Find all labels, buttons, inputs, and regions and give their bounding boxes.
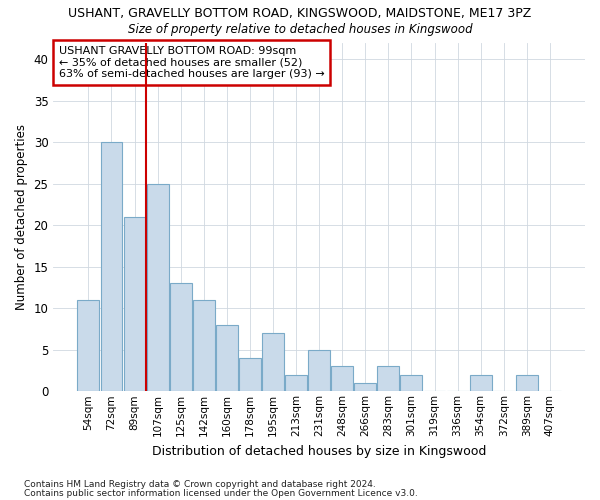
- Text: USHANT GRAVELLY BOTTOM ROAD: 99sqm
← 35% of detached houses are smaller (52)
63%: USHANT GRAVELLY BOTTOM ROAD: 99sqm ← 35%…: [59, 46, 325, 79]
- Bar: [77, 300, 100, 392]
- Bar: [262, 333, 284, 392]
- Bar: [146, 184, 169, 392]
- Bar: [400, 374, 422, 392]
- Bar: [285, 374, 307, 392]
- Bar: [516, 374, 538, 392]
- Bar: [170, 284, 191, 392]
- Text: Size of property relative to detached houses in Kingswood: Size of property relative to detached ho…: [128, 22, 472, 36]
- X-axis label: Distribution of detached houses by size in Kingswood: Distribution of detached houses by size …: [152, 444, 487, 458]
- Bar: [470, 374, 491, 392]
- Bar: [124, 217, 146, 392]
- Bar: [193, 300, 215, 392]
- Bar: [101, 142, 122, 392]
- Bar: [216, 325, 238, 392]
- Text: USHANT, GRAVELLY BOTTOM ROAD, KINGSWOOD, MAIDSTONE, ME17 3PZ: USHANT, GRAVELLY BOTTOM ROAD, KINGSWOOD,…: [68, 8, 532, 20]
- Text: Contains HM Land Registry data © Crown copyright and database right 2024.: Contains HM Land Registry data © Crown c…: [24, 480, 376, 489]
- Bar: [377, 366, 400, 392]
- Y-axis label: Number of detached properties: Number of detached properties: [15, 124, 28, 310]
- Bar: [355, 383, 376, 392]
- Bar: [331, 366, 353, 392]
- Bar: [239, 358, 261, 392]
- Bar: [308, 350, 330, 392]
- Text: Contains public sector information licensed under the Open Government Licence v3: Contains public sector information licen…: [24, 488, 418, 498]
